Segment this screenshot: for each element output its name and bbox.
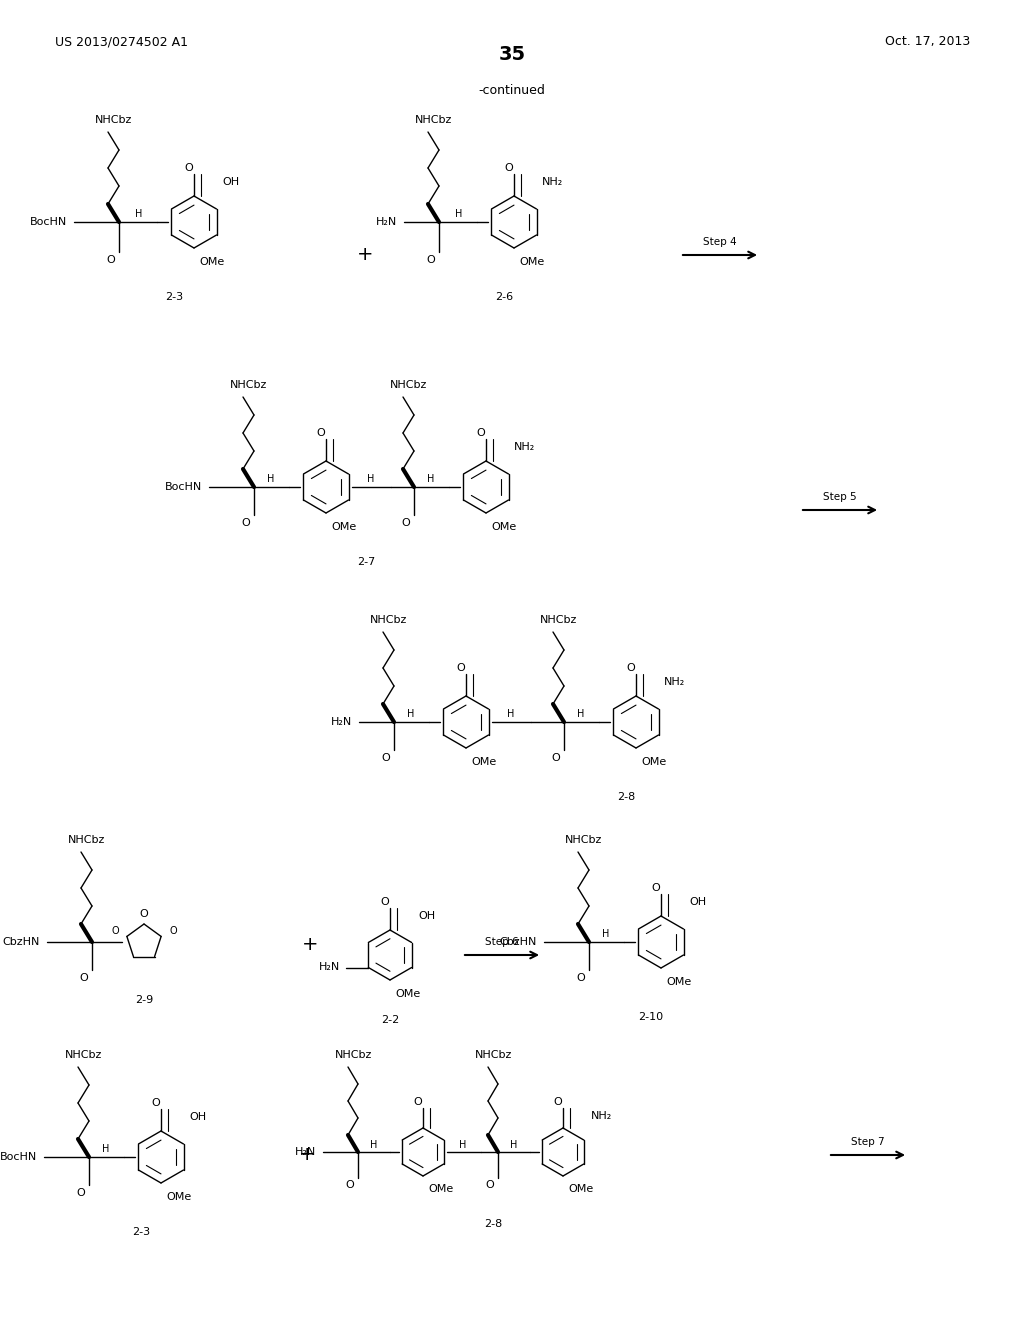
Text: +: + (302, 936, 318, 954)
Text: O: O (381, 898, 389, 907)
Text: BocHN: BocHN (0, 1152, 37, 1162)
Text: OMe: OMe (519, 257, 544, 267)
Text: O: O (242, 517, 251, 528)
Text: NHCbz: NHCbz (415, 115, 453, 125)
Text: H: H (267, 474, 274, 484)
Text: H: H (371, 1140, 378, 1150)
Text: H₂N: H₂N (376, 216, 397, 227)
Text: OH: OH (222, 177, 240, 187)
Text: O: O (169, 927, 177, 936)
Text: NH₂: NH₂ (542, 177, 563, 187)
Text: O: O (577, 973, 586, 983)
Text: O: O (554, 1097, 562, 1107)
Text: 2-8: 2-8 (616, 792, 635, 803)
Text: OH: OH (418, 911, 435, 921)
Text: OMe: OMe (471, 756, 497, 767)
Text: 2-6: 2-6 (495, 292, 513, 302)
Text: O: O (414, 1097, 422, 1107)
Text: Step 6: Step 6 (485, 937, 519, 946)
Text: OMe: OMe (199, 257, 224, 267)
Text: NHCbz: NHCbz (370, 615, 408, 624)
Text: H: H (368, 474, 375, 484)
Text: +: + (299, 1146, 315, 1164)
Text: H: H (408, 709, 415, 719)
Text: Step 5: Step 5 (823, 492, 857, 502)
Text: H: H (456, 209, 463, 219)
Text: O: O (184, 162, 194, 173)
Text: H: H (510, 1140, 518, 1150)
Text: 2-2: 2-2 (381, 1015, 399, 1026)
Text: OMe: OMe (641, 756, 667, 767)
Text: H: H (507, 709, 515, 719)
Text: OMe: OMe (395, 989, 420, 999)
Text: NHCbz: NHCbz (565, 836, 602, 845)
Text: US 2013/0274502 A1: US 2013/0274502 A1 (55, 36, 188, 49)
Text: 2-9: 2-9 (135, 995, 154, 1005)
Text: O: O (106, 255, 116, 265)
Text: Step 4: Step 4 (703, 238, 737, 247)
Text: NHCbz: NHCbz (68, 836, 105, 845)
Text: O: O (627, 663, 635, 673)
Text: NHCbz: NHCbz (390, 380, 427, 389)
Text: O: O (382, 752, 390, 763)
Text: NH₂: NH₂ (514, 442, 536, 451)
Text: NHCbz: NHCbz (65, 1049, 102, 1060)
Text: O: O (80, 973, 88, 983)
Text: OMe: OMe (490, 521, 516, 532)
Text: 35: 35 (499, 45, 525, 65)
Text: Oct. 17, 2013: Oct. 17, 2013 (885, 36, 970, 49)
Text: NHCbz: NHCbz (95, 115, 132, 125)
Text: NHCbz: NHCbz (540, 615, 578, 624)
Text: NHCbz: NHCbz (230, 380, 267, 389)
Text: 2-7: 2-7 (357, 557, 375, 568)
Text: 2-3: 2-3 (165, 292, 183, 302)
Text: OMe: OMe (331, 521, 356, 532)
Text: Step 7: Step 7 (851, 1137, 885, 1147)
Text: OMe: OMe (428, 1184, 454, 1195)
Text: NHCbz: NHCbz (335, 1049, 373, 1060)
Text: OMe: OMe (568, 1184, 593, 1195)
Text: H: H (602, 929, 609, 939)
Text: H₂N: H₂N (295, 1147, 316, 1158)
Text: O: O (77, 1188, 85, 1199)
Text: 2-8: 2-8 (484, 1218, 502, 1229)
Text: CbzHN: CbzHN (3, 937, 40, 946)
Text: O: O (346, 1180, 354, 1191)
Text: 2-3: 2-3 (132, 1228, 151, 1237)
Text: BocHN: BocHN (30, 216, 67, 227)
Text: O: O (139, 909, 148, 919)
Text: O: O (401, 517, 411, 528)
Text: O: O (552, 752, 560, 763)
Text: NH₂: NH₂ (664, 677, 685, 686)
Text: OMe: OMe (166, 1192, 191, 1203)
Text: NH₂: NH₂ (591, 1111, 612, 1121)
Text: O: O (316, 428, 326, 438)
Text: H₂N: H₂N (319, 962, 340, 973)
Text: +: + (356, 246, 374, 264)
Text: O: O (457, 663, 465, 673)
Text: OMe: OMe (666, 977, 691, 987)
Text: O: O (651, 883, 660, 894)
Text: CbzHN: CbzHN (500, 937, 537, 946)
Text: O: O (111, 927, 119, 936)
Text: O: O (505, 162, 513, 173)
Text: O: O (476, 428, 485, 438)
Text: O: O (485, 1180, 495, 1191)
Text: OH: OH (689, 898, 707, 907)
Text: 2-10: 2-10 (638, 1012, 664, 1022)
Text: H: H (578, 709, 585, 719)
Text: H: H (102, 1144, 110, 1154)
Text: -continued: -continued (478, 83, 546, 96)
Text: O: O (152, 1098, 161, 1107)
Text: H: H (427, 474, 434, 484)
Text: H: H (135, 209, 142, 219)
Text: OH: OH (189, 1111, 206, 1122)
Text: H₂N: H₂N (331, 717, 352, 727)
Text: NHCbz: NHCbz (475, 1049, 512, 1060)
Text: H: H (460, 1140, 467, 1150)
Text: BocHN: BocHN (165, 482, 202, 492)
Text: O: O (427, 255, 435, 265)
